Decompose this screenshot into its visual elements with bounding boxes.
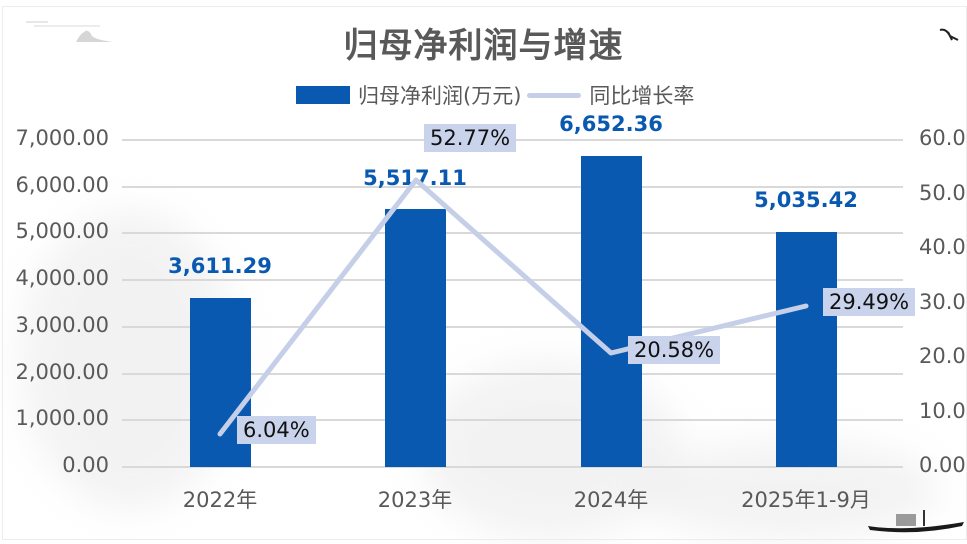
x-axis-label: 2025年1-9月 (741, 488, 871, 512)
bar-value-label: 5,035.42 (754, 188, 858, 212)
right-axis-tick: 30.0 (919, 290, 966, 314)
legend-bar-swatch (296, 86, 350, 104)
right-axis-tick: 10.0 (919, 399, 966, 423)
left-axis-tick: 4,000.00 (15, 266, 109, 290)
left-axis-tick: 6,000.00 (15, 173, 109, 197)
bar-2025-q1-q3 (776, 232, 837, 467)
x-axis-label: 2022年 (182, 488, 258, 512)
right-axis-tick: 40.0 (919, 235, 966, 259)
gridline (122, 373, 903, 375)
left-axis-tick: 2,000.00 (15, 360, 109, 384)
right-axis-tick: 20.0 (919, 344, 966, 368)
growth-rate-label: 52.77% (424, 124, 517, 152)
gridline (122, 232, 903, 234)
right-axis-tick: 0.00 (919, 453, 966, 477)
left-axis-tick: 0.00 (62, 453, 109, 477)
bar-value-label: 3,611.29 (168, 254, 272, 278)
left-axis-tick: 3,000.00 (15, 313, 109, 337)
left-axis-tick: 5,000.00 (15, 219, 109, 243)
bar-2024 (581, 156, 642, 467)
chart-title: 归母净利润与增速 (343, 26, 624, 66)
left-axis-tick: 1,000.00 (15, 406, 109, 430)
gridline (122, 186, 903, 188)
gridline (122, 326, 903, 328)
right-axis-tick: 60.0 (919, 126, 966, 150)
left-axis-tick: 7,000.00 (15, 126, 109, 150)
legend-line-label: 同比增长率 (589, 84, 695, 108)
x-axis-label: 2024年 (573, 488, 649, 512)
growth-rate-label: 29.49% (823, 288, 916, 316)
boat-decoration-icon (868, 510, 964, 533)
growth-rate-label: 6.04% (237, 416, 316, 444)
legend: 归母净利润(万元) 同比增长率 (296, 82, 694, 108)
growth-rate-label: 20.58% (628, 336, 721, 364)
x-axis-label: 2023年 (377, 488, 453, 512)
legend-line-swatch (527, 92, 582, 98)
x-axis-line (122, 466, 903, 468)
bar-2023 (385, 209, 446, 467)
right-axis-tick: 50.0 (919, 181, 966, 205)
gridline (122, 279, 903, 281)
bird-decoration-icon (939, 28, 959, 41)
gridline (122, 419, 903, 421)
legend-bar-label: 归母净利润(万元) (358, 84, 522, 108)
bar-value-label: 6,652.36 (559, 112, 663, 136)
mountain-decoration-icon (26, 21, 114, 42)
